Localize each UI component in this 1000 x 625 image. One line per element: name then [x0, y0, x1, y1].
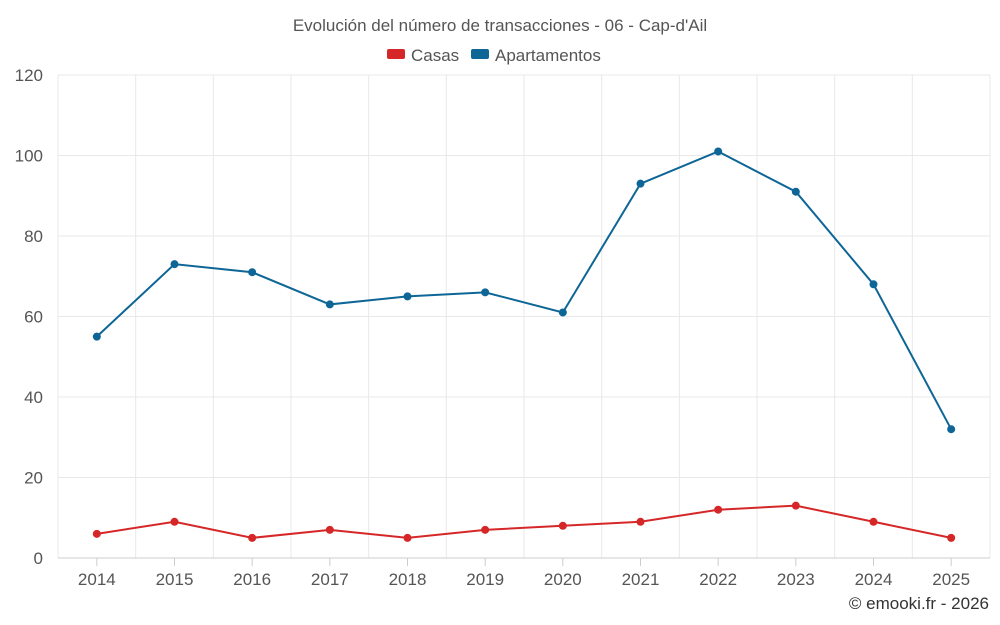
- credit-text: © emooki.fr - 2026: [849, 594, 989, 613]
- x-tick-label: 2014: [78, 570, 116, 589]
- series-casas: [92, 501, 956, 542]
- data-point-apartamentos[interactable]: [170, 260, 179, 269]
- data-point-apartamentos[interactable]: [869, 280, 878, 289]
- data-point-apartamentos[interactable]: [325, 300, 334, 309]
- chart-title: Evolución del número de transacciones - …: [293, 16, 707, 35]
- data-point-apartamentos[interactable]: [636, 179, 645, 188]
- y-tick-label: 100: [15, 147, 43, 166]
- data-point-apartamentos[interactable]: [481, 288, 490, 297]
- y-tick-label: 80: [24, 227, 43, 246]
- data-point-casas[interactable]: [325, 525, 334, 534]
- data-point-casas[interactable]: [869, 517, 878, 526]
- data-point-apartamentos[interactable]: [791, 187, 800, 196]
- x-tick-label: 2015: [156, 570, 194, 589]
- y-tick-label: 60: [24, 308, 43, 327]
- x-tick-label: 2024: [855, 570, 893, 589]
- data-point-casas[interactable]: [92, 529, 101, 538]
- data-point-casas[interactable]: [481, 525, 490, 534]
- y-tick-label: 120: [15, 66, 43, 85]
- legend-swatch-apartamentos: [471, 49, 489, 59]
- data-point-casas[interactable]: [170, 517, 179, 526]
- x-tick-label: 2025: [932, 570, 970, 589]
- y-tick-label: 40: [24, 388, 43, 407]
- x-tick-label: 2021: [622, 570, 660, 589]
- legend-item-apartamentos[interactable]: Apartamentos: [471, 46, 601, 65]
- x-tick-label: 2023: [777, 570, 815, 589]
- legend-label-apartamentos: Apartamentos: [495, 46, 601, 65]
- y-tick-label: 0: [34, 549, 43, 568]
- data-point-apartamentos[interactable]: [248, 268, 257, 277]
- legend-label-casas: Casas: [411, 46, 459, 65]
- x-tick-label: 2022: [699, 570, 737, 589]
- grid: [57, 74, 991, 559]
- series: [92, 147, 956, 542]
- legend-swatch-casas: [387, 49, 405, 59]
- data-point-apartamentos[interactable]: [558, 308, 567, 317]
- data-point-apartamentos[interactable]: [92, 332, 101, 341]
- x-tick-label: 2017: [311, 570, 349, 589]
- x-tick-label: 2018: [389, 570, 427, 589]
- data-point-casas[interactable]: [714, 505, 723, 514]
- legend-item-casas[interactable]: Casas: [387, 46, 459, 65]
- data-point-casas[interactable]: [636, 517, 645, 526]
- data-point-casas[interactable]: [791, 501, 800, 510]
- data-point-casas[interactable]: [248, 533, 257, 542]
- data-point-casas[interactable]: [947, 533, 956, 542]
- legend: Casas Apartamentos: [387, 46, 601, 65]
- data-point-apartamentos[interactable]: [947, 425, 956, 434]
- data-point-apartamentos[interactable]: [403, 292, 412, 301]
- x-tick-label: 2020: [544, 570, 582, 589]
- series-apartamentos: [92, 147, 956, 434]
- data-point-casas[interactable]: [558, 521, 567, 530]
- series-line-casas: [96, 504, 952, 539]
- data-point-apartamentos[interactable]: [714, 147, 723, 156]
- series-line-apartamentos: [96, 150, 953, 430]
- y-tick-label: 20: [24, 469, 43, 488]
- y-axis: 0 20 40 60 80 100 120: [15, 66, 43, 568]
- x-axis: 2014 2015 2016 2017 2018 2019 2020 2021 2022 2023…: [78, 558, 970, 589]
- x-tick-label: 2016: [233, 570, 271, 589]
- x-tick-label: 2019: [466, 570, 504, 589]
- data-point-casas[interactable]: [403, 533, 412, 542]
